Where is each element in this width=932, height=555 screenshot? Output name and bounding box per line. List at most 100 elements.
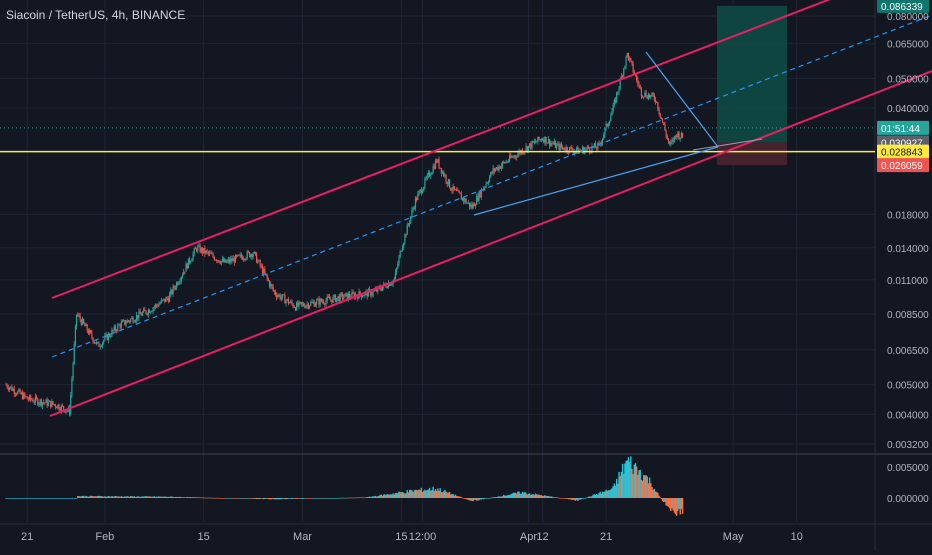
candle-body (321, 301, 324, 303)
candle-body (40, 399, 42, 406)
oscillator-bar (411, 490, 413, 498)
candle-body (571, 147, 573, 151)
candle-body (19, 389, 21, 394)
candle-body (267, 278, 269, 281)
oscillator-bar (299, 498, 301, 499)
candle-body (87, 330, 89, 334)
candle-body (651, 93, 653, 96)
price-label-text: 0.030927 (881, 138, 923, 149)
candle-body (41, 402, 44, 406)
oscillator-bar (550, 496, 552, 498)
oscillator-bar (310, 498, 312, 499)
oscillator-bar (445, 491, 447, 498)
oscillator-bar (578, 498, 580, 500)
oscillator-bar (412, 492, 414, 498)
candle-body (669, 142, 671, 144)
candle-body (452, 185, 454, 191)
drawings-layer[interactable] (0, 0, 932, 417)
oscillator-bar (450, 494, 452, 498)
candle-body (232, 258, 234, 262)
oscillator-bar (114, 496, 117, 498)
candle-body (55, 406, 58, 409)
candle-body (489, 176, 491, 182)
candle-body (401, 247, 404, 252)
candle-body (238, 254, 240, 256)
oscillator-bar (213, 497, 215, 499)
oscillator-bar (57, 498, 59, 499)
oscillator-bar (162, 496, 165, 498)
candle-body (46, 399, 48, 406)
oscillator-bar (245, 498, 247, 499)
candle-body (672, 139, 674, 142)
candle-body (52, 401, 54, 405)
oscillator-bar (674, 498, 677, 515)
candle-body (138, 311, 140, 319)
oscillator-bar (21, 498, 24, 499)
oscillator-bar (14, 498, 17, 499)
oscillator-bar (487, 498, 490, 499)
oscillator-bar (426, 490, 428, 498)
oscillator-bar (198, 497, 200, 499)
candle-body (653, 95, 655, 100)
oscillator-bar (367, 496, 370, 498)
oscillator-bar (72, 498, 74, 499)
candle-body (533, 141, 535, 143)
oscillator-bar (119, 496, 121, 498)
oscillator-bar (212, 497, 214, 499)
candle-body (292, 303, 294, 308)
oscillator-bar (657, 492, 659, 498)
candle-body (348, 293, 351, 298)
candle-body (337, 296, 339, 299)
oscillator-bar (145, 496, 147, 498)
oscillator-bar (178, 496, 180, 498)
oscillator-bar (180, 497, 183, 498)
oscillator-bar (317, 498, 319, 499)
oscillator-bar (500, 496, 503, 498)
price-tick-label: 0.008500 (887, 310, 929, 321)
candle-body (643, 96, 645, 98)
candle-body (677, 132, 679, 138)
oscillator-bar (557, 497, 559, 499)
oscillator-bar (113, 496, 115, 498)
oscillator-bar (661, 498, 664, 502)
candle-body (23, 393, 25, 399)
candle-body (10, 386, 12, 388)
oscillator-bar (360, 497, 363, 498)
oscillator-bar (408, 489, 411, 498)
oscillator-bar (385, 495, 387, 498)
candle-body (240, 254, 242, 258)
candle-body (53, 404, 55, 406)
candle-body (283, 294, 285, 296)
candle-body (274, 291, 277, 295)
candle-body (494, 169, 497, 171)
price-tick-label: 0.003200 (887, 440, 929, 451)
oscillator-bar (660, 498, 663, 500)
candle-body (147, 310, 149, 315)
oscillator-bar (324, 498, 326, 499)
candle-body (644, 92, 646, 97)
candle-body (6, 384, 8, 388)
oscillator-bar (282, 498, 285, 499)
oscillator-bar (98, 495, 100, 498)
oscillator-bar (34, 498, 37, 499)
oscillator-bar (540, 495, 543, 498)
oscillator-bar (535, 494, 538, 498)
candle-body (139, 311, 141, 315)
candle-body (376, 288, 378, 292)
candle-body (576, 147, 578, 151)
oscillator-bar (499, 496, 501, 498)
candle-body (107, 333, 109, 341)
time-tick-label: May (723, 531, 744, 543)
candle-body (456, 189, 458, 191)
candle-body (406, 224, 408, 235)
oscillator-bar (459, 496, 461, 498)
candle-body (513, 155, 515, 158)
candle-body (523, 152, 525, 154)
candle-body (518, 151, 520, 154)
oscillator-bar (443, 491, 445, 498)
candle-body (231, 258, 233, 262)
candle-body (569, 146, 571, 153)
candle-body (131, 317, 133, 319)
